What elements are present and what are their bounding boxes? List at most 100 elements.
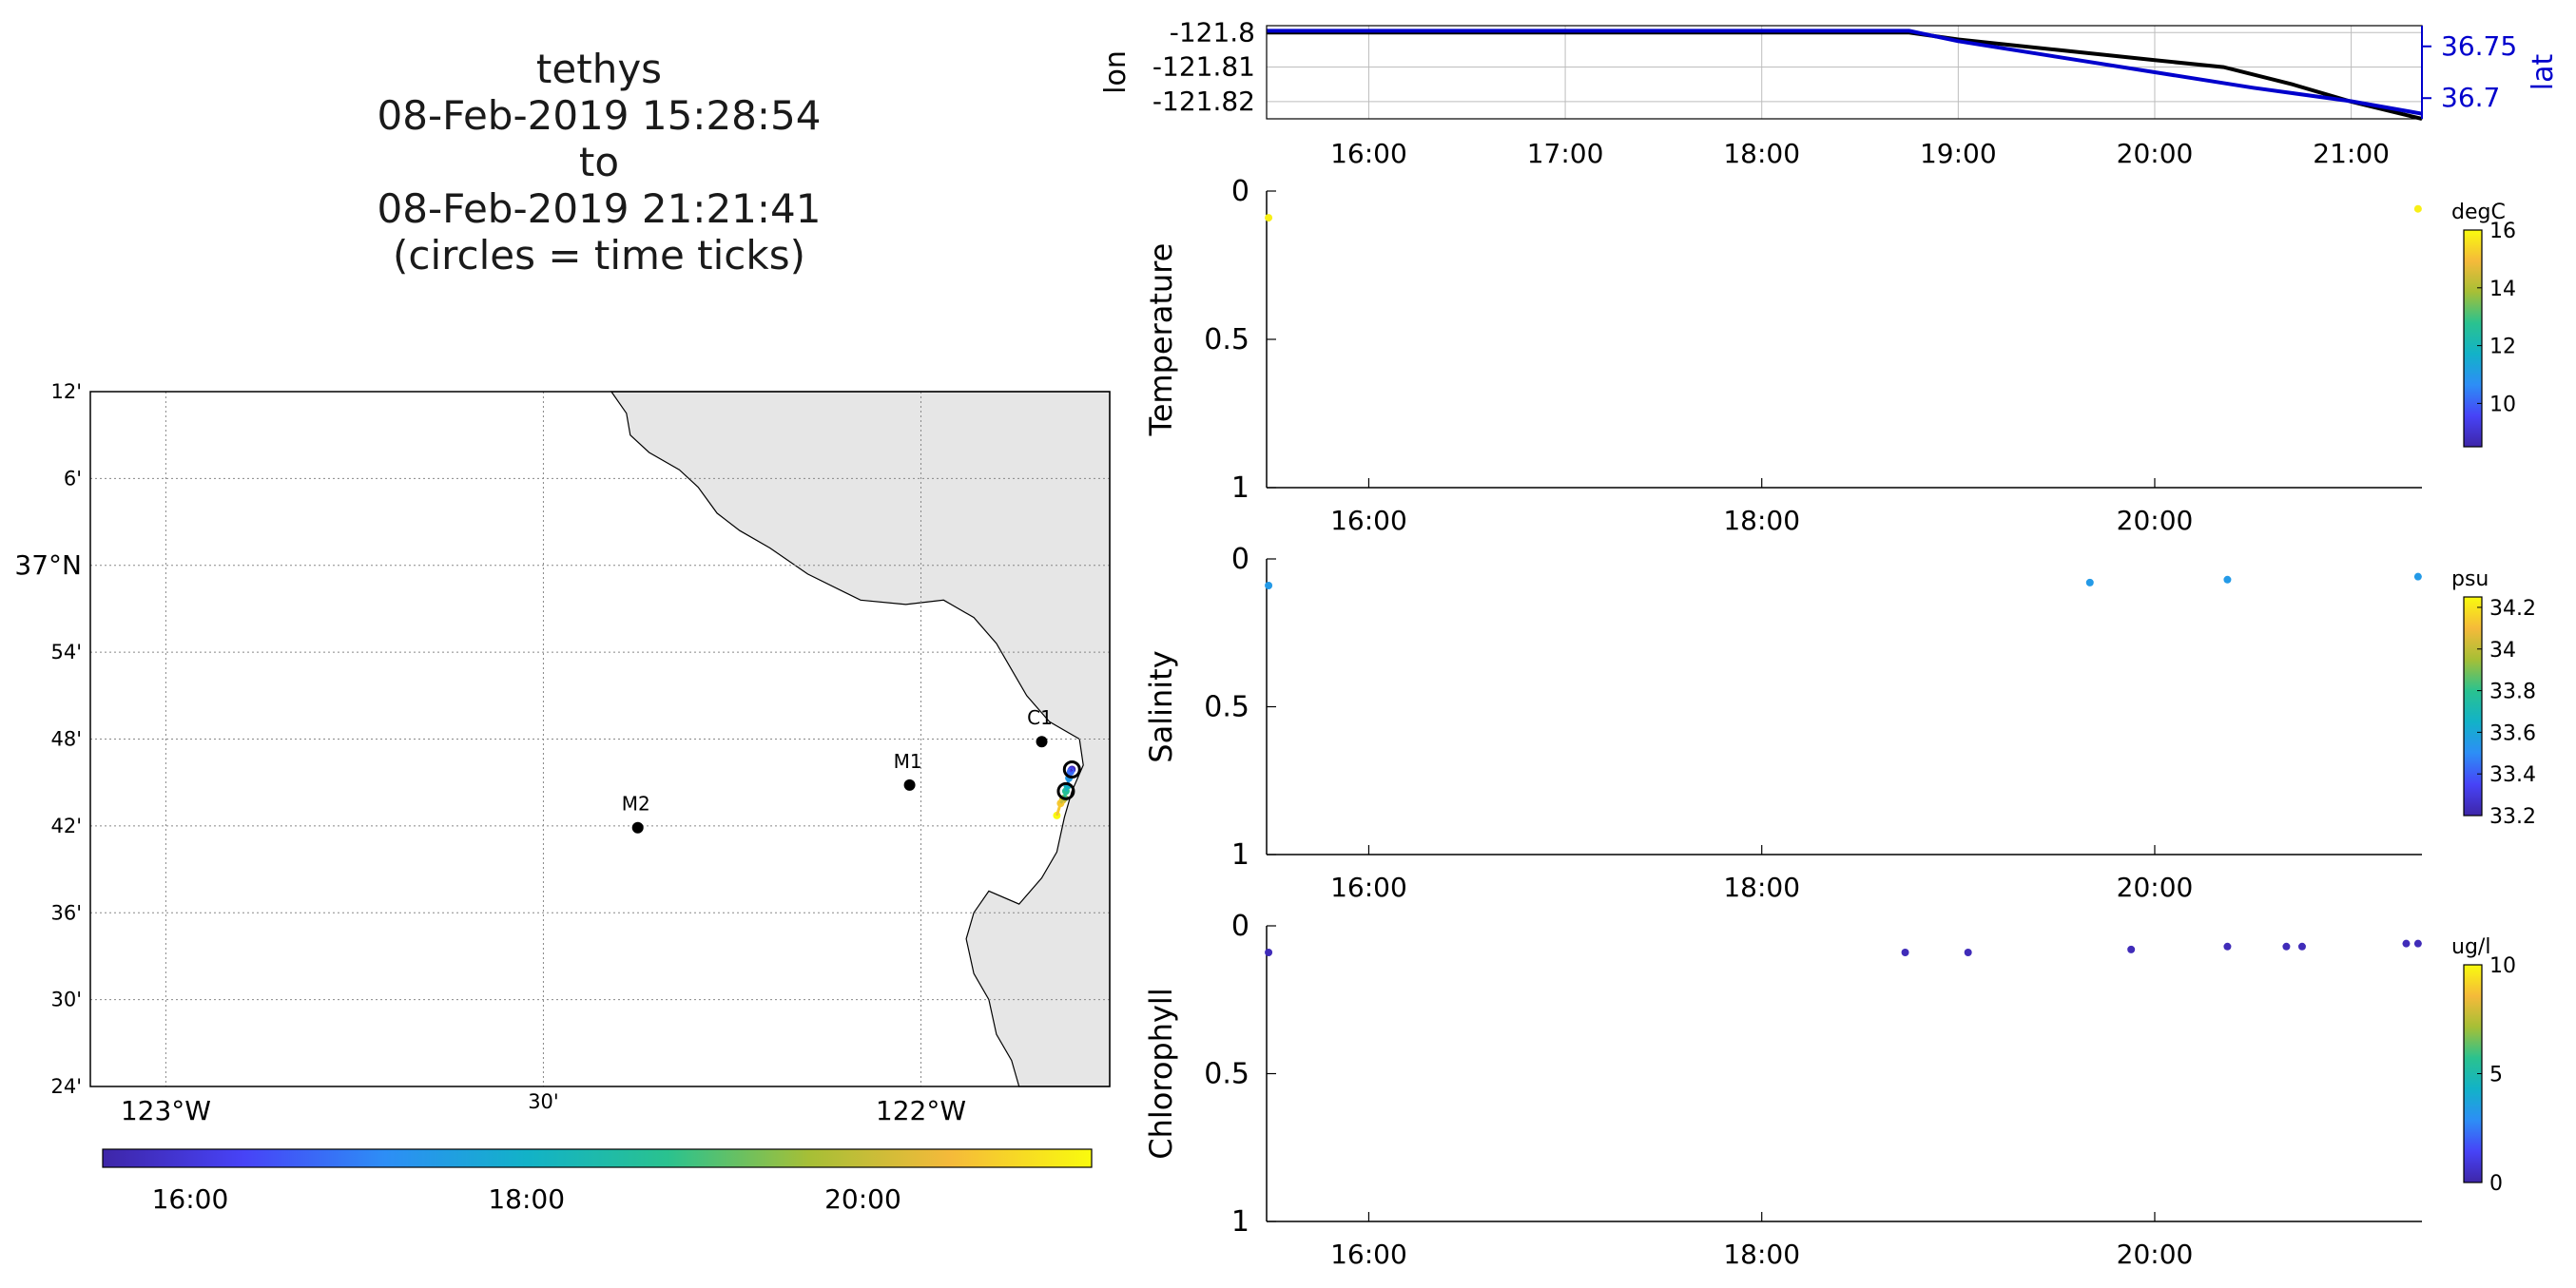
colorbar-tick-label: 34.2 (2489, 597, 2536, 621)
map-panel: 24' 30' 36' 42' 48' 54' 37°N 6' 12' 123°W 30' 122°W… (14, 380, 1111, 1215)
data-point (2413, 939, 2422, 948)
map-x-tick-label: 30' (528, 1090, 559, 1113)
y-tick-label: 0 (1231, 175, 1249, 208)
x-tick-label: 16:00 (1330, 1239, 1407, 1270)
colorbar-tick-label: 33.2 (2489, 805, 2536, 829)
lon-series-line (1267, 30, 2423, 121)
lonlat-panel: -121.8-121.81-121.82 36.75 36.7 16:00 17:00 1… (1099, 16, 2560, 169)
data-point (2413, 204, 2422, 213)
lonlat-x-tick-label: 18:00 (1723, 138, 1800, 169)
time-colorbar (102, 1148, 1093, 1168)
data-point (2282, 942, 2291, 951)
x-tick-label: 18:00 (1723, 1239, 1800, 1270)
data-point (2402, 939, 2411, 948)
track-segment (1064, 785, 1069, 792)
data-point (2127, 945, 2136, 953)
x-tick-label: 18:00 (1723, 872, 1800, 903)
x-tick-label: 16:00 (1330, 872, 1407, 903)
map-y-tick-label: 36' (51, 901, 83, 924)
data-point (1901, 948, 1909, 956)
station-marker (903, 779, 916, 791)
colorbar-tick-label: 0 (2489, 1172, 2503, 1196)
x-tick-label: 18:00 (1723, 505, 1800, 536)
lat-tick-label: 36.7 (2441, 82, 2500, 113)
time-tick-circle (1056, 781, 1075, 800)
map-y-tick-label: 6' (64, 467, 82, 490)
lon-tick-label: -121.8 (1170, 16, 1255, 48)
colorbar-tick-label: 16 (2489, 220, 2516, 243)
temperature-panel: 0 0.5 1 16:00 18:00 20:00 Temperature 10 12 14 16d… (1143, 175, 2516, 536)
colorbar-tick-label: 14 (2489, 278, 2516, 301)
track-segment (1059, 798, 1065, 804)
y-tick-label: 1 (1231, 1205, 1249, 1239)
data-point (1265, 214, 1273, 222)
data-point (2223, 942, 2232, 951)
colorbar-tick-label: 16:00 (152, 1183, 229, 1215)
data-point (2085, 578, 2094, 586)
x-tick-label: 16:00 (1330, 505, 1407, 536)
lon-axis-label: lon (1099, 50, 1133, 94)
map-y-tick-label: 48' (51, 728, 83, 751)
chlorophyll-axis-label: Chlorophyll (1143, 988, 1179, 1159)
colorbar-tick-label: 5 (2489, 1064, 2503, 1087)
y-tick-label: 0.5 (1204, 323, 1249, 356)
title-line: tethys (535, 46, 663, 92)
map-y-tick-label: 12' (51, 380, 83, 403)
salinity-panel: 0 0.5 1 16:00 18:00 20:00 Salinity 33.2 33.4 33.6… (1143, 543, 2536, 903)
y-tick-label: 1 (1231, 471, 1249, 505)
y-tick-label: 0 (1231, 910, 1249, 943)
temperature-colorbar (2463, 229, 2483, 448)
colorbar-tick-label: 20:00 (824, 1183, 901, 1215)
salinity-colorbar (2463, 596, 2483, 817)
station-marker (631, 821, 644, 834)
temperature-axis-label: Temperature (1143, 243, 1179, 437)
data-point (2297, 942, 2306, 951)
salinity-axis-label: Salinity (1143, 650, 1179, 762)
temperature-units-label: degC (2451, 201, 2506, 224)
lat-series-line (1267, 29, 2423, 116)
data-point (2223, 575, 2232, 584)
data-point (2413, 572, 2422, 581)
colorbar-tick-label: 10 (2489, 393, 2516, 416)
x-tick-label: 20:00 (2117, 1239, 2194, 1270)
y-tick-label: 0.5 (1204, 1058, 1249, 1091)
lonlat-x-tick-label: 20:00 (2117, 138, 2194, 169)
time-tick-circle (1062, 759, 1081, 779)
lat-tick-label: 36.75 (2441, 30, 2517, 62)
colorbar-tick-label: 33.4 (2489, 763, 2536, 787)
colorbar-tick-label: 34 (2489, 639, 2516, 663)
lonlat-x-tick-label: 21:00 (2313, 138, 2390, 169)
lonlat-x-tick-label: 19:00 (1920, 138, 1997, 169)
lon-tick-label: -121.81 (1152, 51, 1255, 83)
map-x-tick-label: 122°W (876, 1095, 966, 1126)
station-label: M1 (894, 750, 922, 773)
station-label: M2 (622, 793, 650, 816)
title-line: 08-Feb-2019 21:21:41 (377, 185, 822, 232)
map-y-tick-label: 24' (51, 1075, 83, 1098)
colorbar-tick-label: 33.8 (2489, 681, 2536, 704)
track-segment (1069, 769, 1073, 773)
y-tick-label: 0.5 (1204, 691, 1249, 724)
map-x-tick-label: 123°W (121, 1095, 211, 1126)
salinity-units-label: psu (2451, 567, 2489, 591)
map-frame (89, 391, 1111, 1087)
colorbar-tick-label: 12 (2489, 336, 2516, 359)
map-y-tick-label: 37°N (14, 549, 82, 581)
track-segment (1070, 768, 1074, 772)
title-line: 08-Feb-2019 15:28:54 (377, 92, 822, 139)
title-line: to (578, 139, 620, 185)
chlorophyll-units-label: ug/l (2451, 935, 2490, 959)
y-tick-label: 1 (1231, 838, 1249, 872)
map-y-tick-label: 42' (51, 815, 83, 837)
colorbar-tick-label: 18:00 (488, 1183, 565, 1215)
data-point (1964, 948, 1972, 956)
x-tick-label: 20:00 (2117, 505, 2194, 536)
y-tick-label: 0 (1231, 543, 1249, 576)
station-marker (1036, 736, 1048, 748)
station-label: C1 (1027, 706, 1053, 729)
title-line: (circles = time ticks) (393, 232, 805, 279)
map-y-tick-label: 54' (51, 641, 83, 663)
